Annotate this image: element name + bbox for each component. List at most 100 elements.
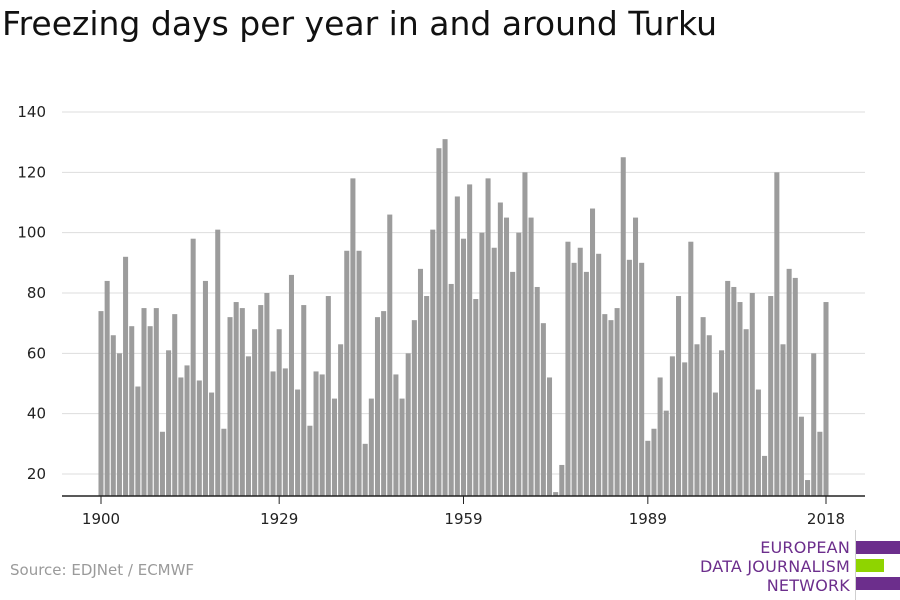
bar bbox=[712, 392, 718, 496]
bar bbox=[239, 308, 245, 496]
bar bbox=[215, 229, 221, 496]
bar bbox=[288, 274, 294, 496]
bar bbox=[737, 302, 743, 496]
bar bbox=[454, 196, 460, 496]
logo-line-european: EUROPEAN bbox=[760, 538, 850, 557]
bar bbox=[805, 480, 811, 496]
bar bbox=[626, 259, 632, 496]
bar bbox=[534, 286, 540, 496]
x-tick-label: 1959 bbox=[444, 510, 482, 528]
bar bbox=[325, 296, 331, 496]
bar bbox=[178, 377, 184, 496]
y-tick-label: 100 bbox=[17, 224, 46, 242]
logo-bar-purple-bottom bbox=[856, 577, 900, 590]
bar bbox=[338, 344, 344, 496]
bar bbox=[190, 238, 196, 496]
bar bbox=[172, 314, 178, 496]
bar bbox=[798, 416, 804, 496]
bar bbox=[252, 329, 258, 496]
bar bbox=[98, 311, 104, 496]
bar bbox=[460, 238, 467, 496]
bar bbox=[436, 148, 442, 496]
bar bbox=[768, 296, 774, 496]
bar bbox=[540, 323, 546, 496]
source-note: Source: EDJNet / ECMWF bbox=[10, 561, 195, 579]
bar bbox=[553, 492, 559, 496]
bar bbox=[135, 386, 141, 496]
bar bbox=[405, 353, 411, 496]
bar bbox=[147, 326, 153, 496]
bar bbox=[497, 202, 503, 496]
y-tick-label: 60 bbox=[27, 344, 46, 362]
bar-chart: 20 40 60 80 100 120 140 1900 1929 1959 1989 2018 bbox=[17, 103, 865, 528]
bar bbox=[350, 178, 356, 496]
bar bbox=[774, 172, 780, 497]
bar bbox=[491, 247, 497, 496]
bar bbox=[657, 377, 663, 496]
bar bbox=[577, 247, 583, 496]
bar bbox=[276, 329, 282, 496]
bar bbox=[362, 443, 368, 496]
bar bbox=[104, 280, 110, 496]
bar bbox=[270, 371, 276, 496]
bar bbox=[583, 271, 589, 496]
bar bbox=[319, 374, 325, 496]
bar bbox=[682, 362, 688, 496]
x-tick-labels: 1900 1929 1959 1989 2018 bbox=[82, 496, 845, 528]
bar bbox=[706, 335, 712, 496]
y-tick-labels: 20 40 60 80 100 120 140 bbox=[17, 103, 46, 483]
bar bbox=[479, 232, 485, 496]
bar bbox=[639, 262, 645, 496]
x-tick-label: 2018 bbox=[807, 510, 845, 528]
bar bbox=[331, 398, 337, 496]
bar bbox=[166, 350, 172, 496]
bar bbox=[368, 398, 374, 496]
y-tick-label: 140 bbox=[17, 103, 46, 121]
bar bbox=[731, 286, 737, 496]
bars bbox=[98, 139, 829, 497]
y-tick-label: 120 bbox=[17, 163, 46, 181]
bar bbox=[184, 365, 190, 496]
bar bbox=[307, 425, 313, 496]
bar bbox=[356, 250, 362, 496]
bar bbox=[282, 368, 288, 496]
bar bbox=[227, 317, 233, 496]
bar bbox=[313, 371, 319, 496]
bar bbox=[528, 217, 534, 497]
y-tick-label: 20 bbox=[27, 465, 46, 483]
bar bbox=[522, 172, 528, 497]
bar bbox=[424, 296, 430, 496]
bar bbox=[669, 356, 675, 496]
bar bbox=[295, 389, 301, 496]
x-tick-label: 1989 bbox=[629, 510, 667, 528]
bar bbox=[393, 374, 399, 496]
bar bbox=[762, 455, 768, 496]
bar bbox=[719, 350, 725, 496]
bar bbox=[202, 280, 208, 496]
bar bbox=[510, 271, 516, 496]
bar bbox=[688, 241, 694, 496]
bar bbox=[596, 253, 602, 496]
bar bbox=[811, 353, 817, 496]
bar bbox=[546, 377, 553, 496]
bar bbox=[780, 344, 786, 496]
bar bbox=[485, 178, 491, 496]
bar bbox=[387, 214, 393, 497]
logo-bar-purple-top bbox=[856, 541, 900, 554]
bar bbox=[141, 308, 147, 496]
bar bbox=[645, 440, 651, 496]
bar bbox=[245, 356, 251, 496]
x-tick-label: 1900 bbox=[82, 510, 120, 528]
bar bbox=[417, 268, 424, 496]
bar bbox=[129, 326, 135, 496]
bar bbox=[209, 392, 215, 496]
bar bbox=[467, 184, 473, 496]
bar bbox=[749, 293, 755, 496]
x-tick-label: 1929 bbox=[260, 510, 298, 528]
bar bbox=[823, 302, 829, 496]
chart-title: Freezing days per year in and around Tur… bbox=[2, 4, 717, 43]
bar bbox=[159, 431, 165, 496]
bar bbox=[221, 428, 227, 496]
bar bbox=[755, 389, 761, 496]
bar bbox=[694, 344, 700, 496]
